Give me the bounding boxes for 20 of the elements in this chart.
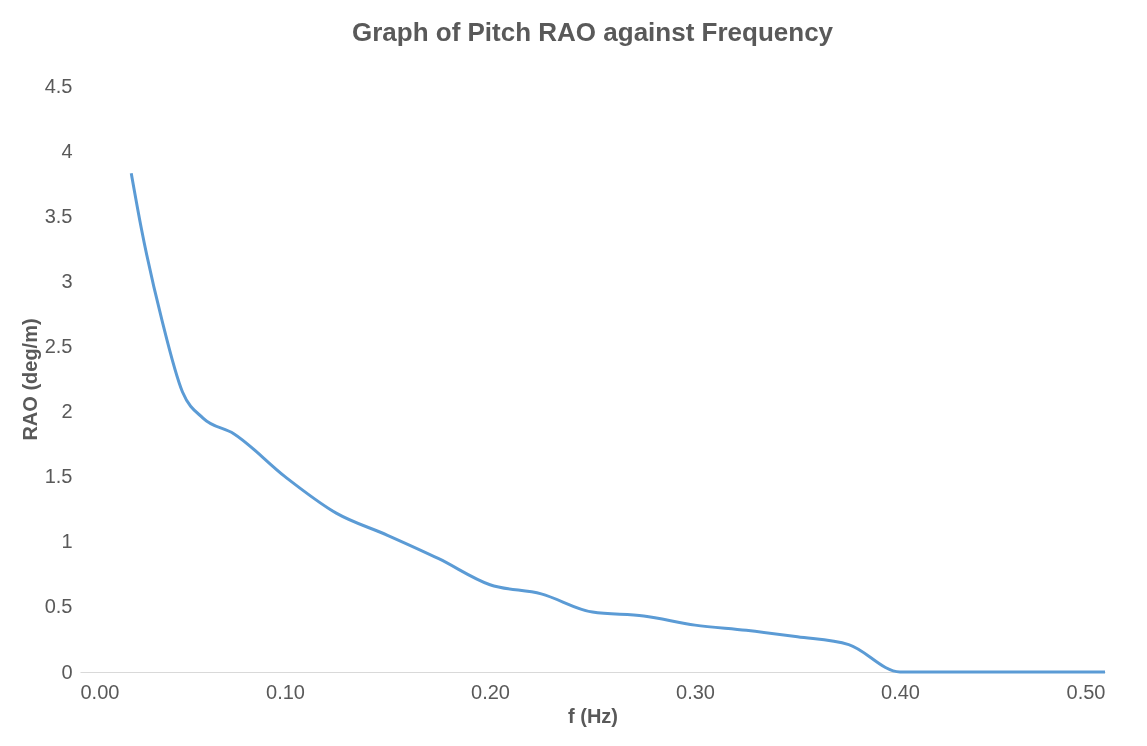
- y-tick-label: 1.5: [44, 465, 73, 488]
- y-tick-label: 4: [61, 139, 73, 162]
- y-tick-label: 4.5: [44, 74, 73, 97]
- x-tick-label: 0.40: [881, 680, 920, 703]
- y-tick-label: 3.5: [44, 204, 73, 227]
- x-axis-title: f (Hz): [568, 704, 618, 727]
- x-tick-label: 0.50: [1066, 680, 1106, 703]
- chart-title: Graph of Pitch RAO against Frequency: [351, 17, 834, 47]
- y-tick-label: 3: [61, 269, 73, 292]
- y-tick-label: 1: [61, 530, 73, 553]
- line-series: [129, 171, 1107, 674]
- y-axis-title: RAO (deg/m): [18, 318, 41, 441]
- y-tick-label: 2: [61, 400, 73, 423]
- x-tick-label: 0.30: [676, 680, 715, 703]
- x-tick-label: 0.10: [266, 680, 305, 703]
- y-tick-label: 0: [61, 660, 73, 683]
- y-tick-label: 0.5: [44, 595, 73, 618]
- x-tick-label: 0.20: [471, 680, 510, 703]
- y-tick-label: 2.5: [44, 334, 73, 357]
- x-tick-label: 0.00: [80, 680, 120, 703]
